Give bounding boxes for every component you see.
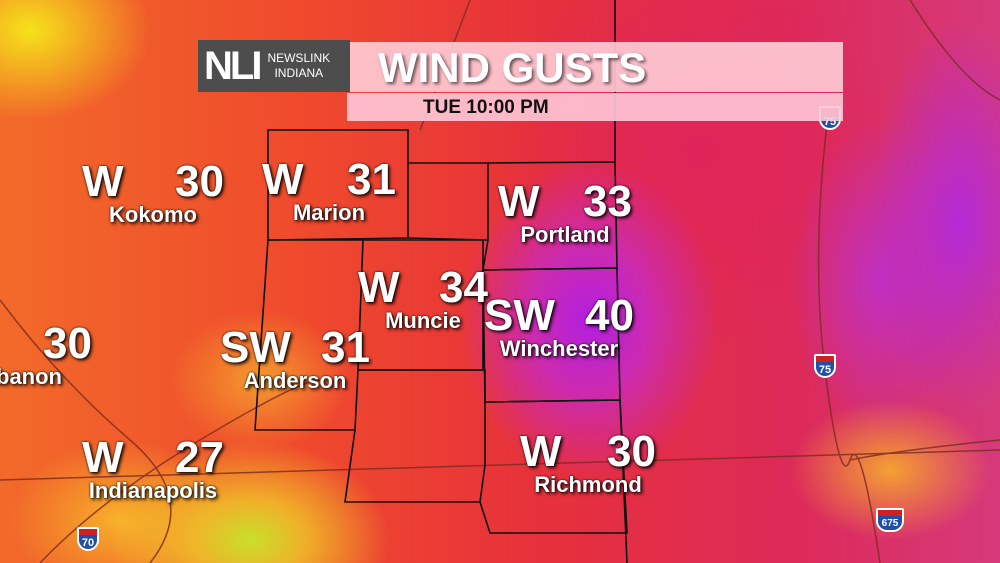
city-anderson: SW 31 Anderson xyxy=(220,326,370,392)
city-name: Kokomo xyxy=(109,202,197,227)
wind-direction: W xyxy=(262,155,304,204)
city-marion: W 31 Marion xyxy=(262,158,396,224)
city-winchester: SW 40 Winchester xyxy=(484,294,634,360)
newslink-indiana-logo: NLI NEWSLINK INDIANA xyxy=(198,40,350,92)
interstate-75-shield: 75 xyxy=(814,354,836,378)
logo-name-line2: INDIANA xyxy=(274,66,324,80)
city-name: banon xyxy=(0,364,62,389)
wind-gust: 31 xyxy=(321,323,370,372)
logo-name-line1: NEWSLINK xyxy=(267,51,331,65)
wind-direction: W xyxy=(82,433,124,482)
city-name: Muncie xyxy=(385,308,461,333)
wind-direction: W xyxy=(520,427,562,476)
wind-gust: 34 xyxy=(439,263,488,312)
wind-direction: W xyxy=(358,263,400,312)
wind-gust: 30 xyxy=(43,319,92,368)
city-name: Anderson xyxy=(243,368,347,393)
city-name: Indianapolis xyxy=(88,478,218,503)
wind-direction: SW xyxy=(220,323,291,372)
interstate-70-shield: 70 xyxy=(77,527,99,551)
city-lebanon: 30 banon xyxy=(0,322,92,388)
wind-direction: W xyxy=(82,157,124,206)
page-title: WIND GUSTS xyxy=(378,44,647,91)
city-portland: W 33 Portland xyxy=(498,180,632,246)
city-name: Richmond xyxy=(534,472,642,497)
logo-mark: NLI xyxy=(204,43,262,88)
forecast-time: TUE 10:00 PM xyxy=(423,97,549,118)
city-name: Winchester xyxy=(499,336,619,361)
wind-gust: 30 xyxy=(607,427,656,476)
city-muncie: W 34 Muncie xyxy=(358,266,488,332)
city-indianapolis: W 27 Indianapolis xyxy=(78,436,228,502)
wind-gust: 30 xyxy=(175,157,224,206)
interstate-675-shield: 675 xyxy=(876,508,904,532)
wind-gust: 31 xyxy=(347,155,396,204)
county-borders xyxy=(254,0,628,563)
city-name: Portland xyxy=(520,222,610,247)
wind-gust: 33 xyxy=(583,177,632,226)
wind-gust: 40 xyxy=(585,291,634,340)
city-richmond: W 30 Richmond xyxy=(520,430,656,496)
wind-gust: 27 xyxy=(175,433,224,482)
wind-direction: SW xyxy=(484,291,555,340)
title-bar: WIND GUSTS xyxy=(350,42,843,92)
time-bar: TUE 10:00 PM xyxy=(347,93,843,121)
city-name: Marion xyxy=(292,200,366,225)
wind-direction: W xyxy=(498,177,540,226)
city-kokomo: W 30 Kokomo xyxy=(82,160,224,226)
